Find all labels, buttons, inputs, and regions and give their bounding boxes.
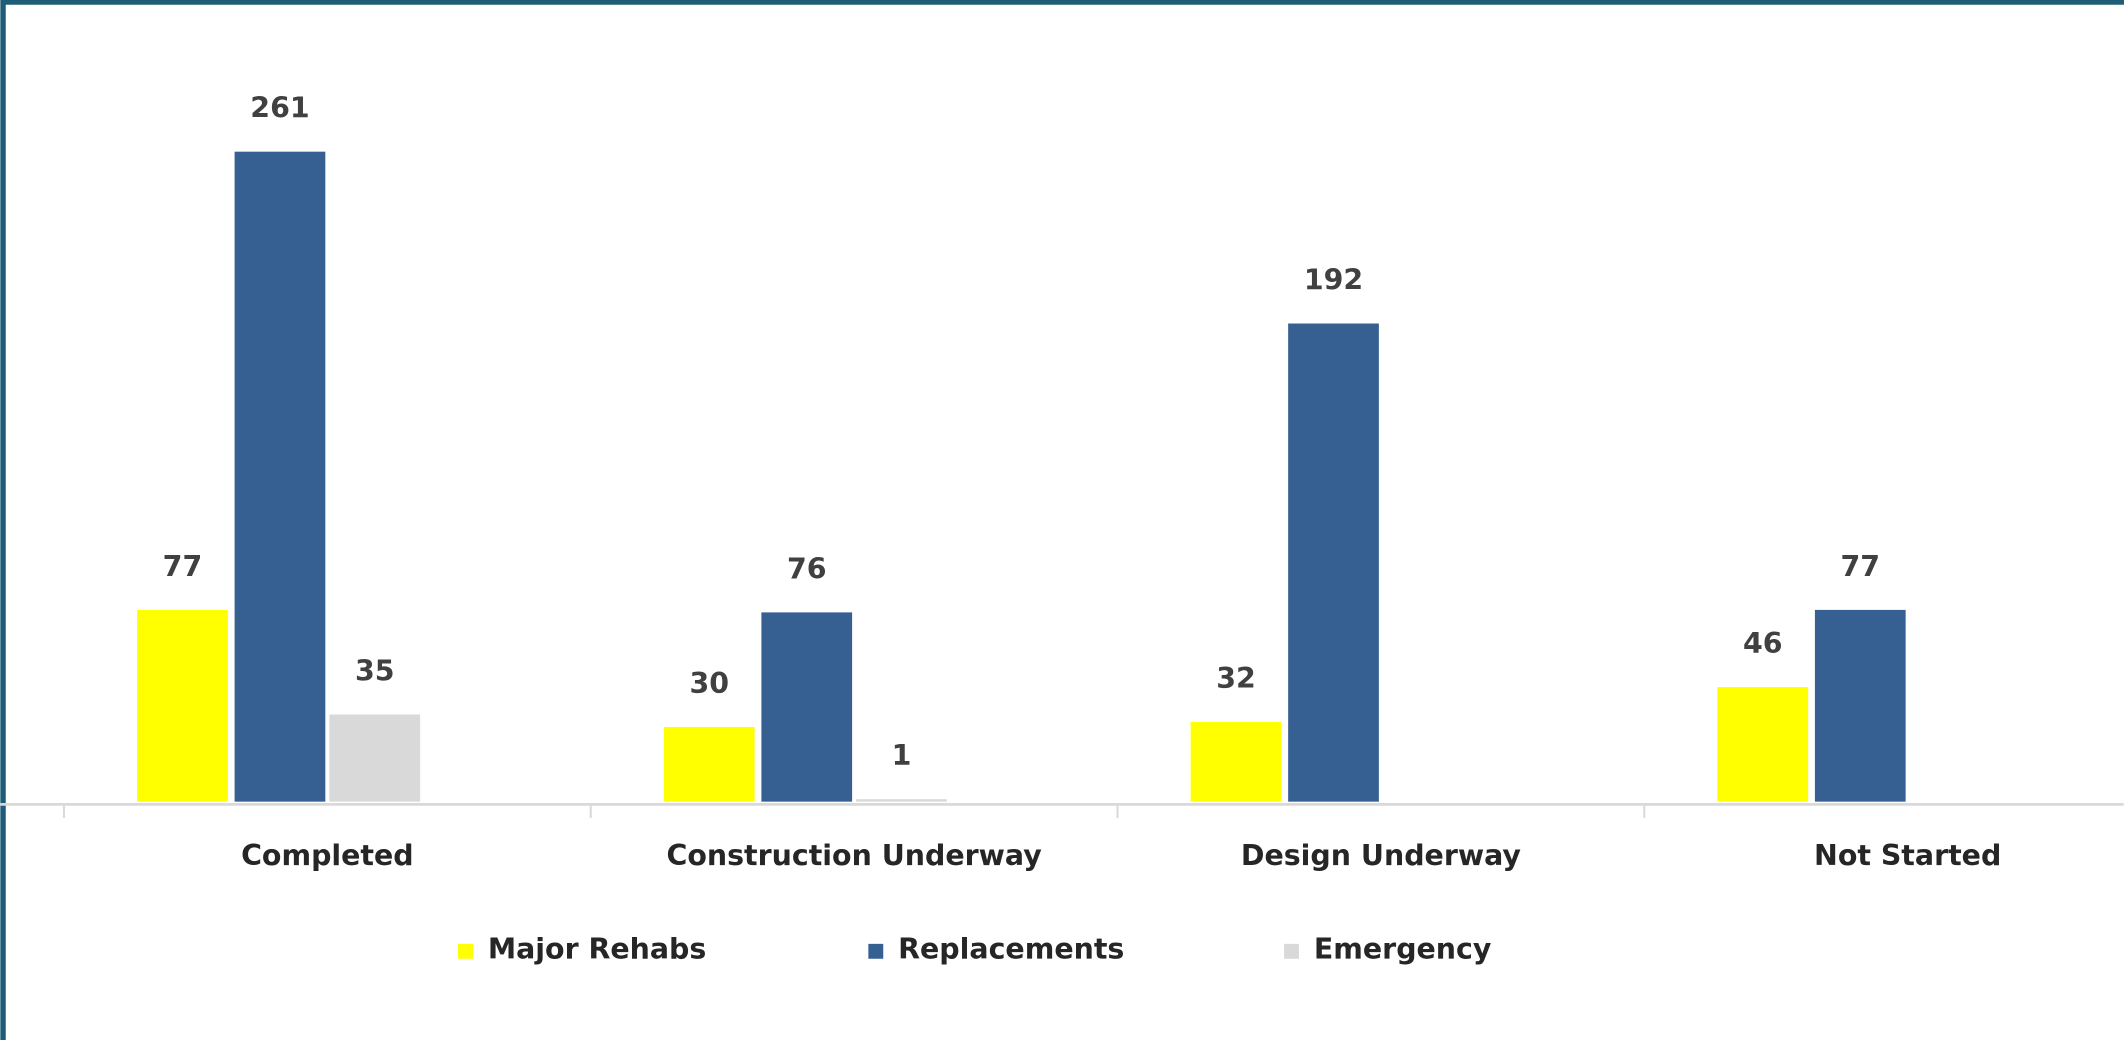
legend-label: Major Rehabs xyxy=(488,933,706,966)
x-tick-label: Completed xyxy=(241,839,414,872)
legend-label: Replacements xyxy=(898,933,1124,966)
bar xyxy=(761,612,853,802)
legend-swatch xyxy=(458,943,473,959)
data-label: 192 xyxy=(1304,264,1363,297)
data-label: 76 xyxy=(787,552,827,585)
x-tick-label: Not Started xyxy=(1814,839,2001,872)
data-label: 1 xyxy=(892,739,912,772)
x-tick-label: Construction Underway xyxy=(667,839,1043,872)
data-label: 30 xyxy=(689,667,729,700)
bar xyxy=(1190,721,1282,802)
data-label: 77 xyxy=(163,550,203,583)
x-tick-label: Design Underway xyxy=(1241,839,1522,872)
legend-swatch xyxy=(868,943,884,959)
bar xyxy=(1717,687,1809,802)
data-label: 77 xyxy=(1841,550,1881,583)
legend-swatch xyxy=(1284,943,1299,959)
data-label: 32 xyxy=(1216,662,1256,695)
bar xyxy=(234,151,326,802)
data-label: 46 xyxy=(1743,627,1783,660)
data-label: 35 xyxy=(355,655,395,688)
bar xyxy=(329,714,421,802)
legend-label: Emergency xyxy=(1314,933,1492,966)
data-label: 261 xyxy=(250,92,309,125)
bar xyxy=(856,799,947,802)
bar xyxy=(1288,323,1379,802)
bar xyxy=(1814,609,1906,802)
bar xyxy=(137,609,228,802)
bar xyxy=(663,726,755,802)
